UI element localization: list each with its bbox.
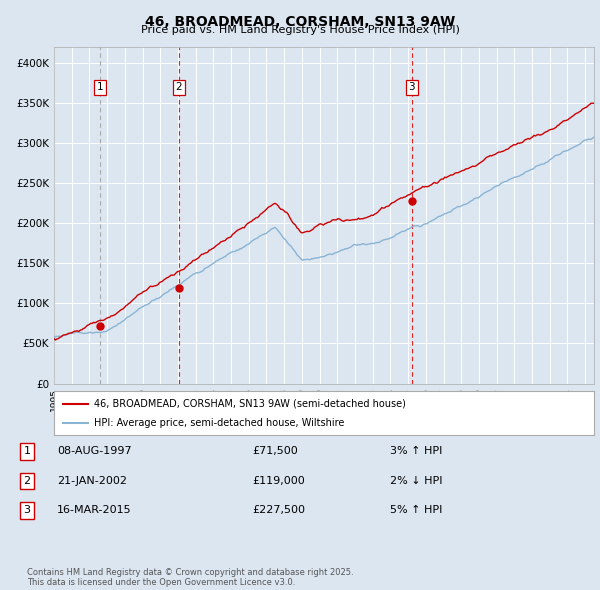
Text: 2: 2 xyxy=(176,82,182,92)
Text: 46, BROADMEAD, CORSHAM, SN13 9AW: 46, BROADMEAD, CORSHAM, SN13 9AW xyxy=(145,15,455,29)
Text: 5% ↑ HPI: 5% ↑ HPI xyxy=(390,506,442,515)
Text: 1: 1 xyxy=(97,82,103,92)
Text: 1: 1 xyxy=(23,447,31,456)
Text: 16-MAR-2015: 16-MAR-2015 xyxy=(57,506,131,515)
Text: Price paid vs. HM Land Registry's House Price Index (HPI): Price paid vs. HM Land Registry's House … xyxy=(140,25,460,35)
Text: 46, BROADMEAD, CORSHAM, SN13 9AW (semi-detached house): 46, BROADMEAD, CORSHAM, SN13 9AW (semi-d… xyxy=(108,399,420,408)
Text: Contains HM Land Registry data © Crown copyright and database right 2025.
This d: Contains HM Land Registry data © Crown c… xyxy=(27,568,353,587)
Text: £71,500: £71,500 xyxy=(252,447,298,456)
Text: 2: 2 xyxy=(23,476,31,486)
Text: HPI: Average price, semi-detached house, Wiltshire: HPI: Average price, semi-detached house,… xyxy=(108,418,358,428)
Text: 46, BROADMEAD, CORSHAM, SN13 9AW (semi-detached house): 46, BROADMEAD, CORSHAM, SN13 9AW (semi-d… xyxy=(95,399,406,408)
Text: HPI: Average price, semi-detached house, Wiltshire: HPI: Average price, semi-detached house,… xyxy=(95,418,345,428)
Text: £119,000: £119,000 xyxy=(252,476,305,486)
Text: 3% ↑ HPI: 3% ↑ HPI xyxy=(390,447,442,456)
Text: £227,500: £227,500 xyxy=(252,506,305,515)
Text: 3: 3 xyxy=(409,82,415,92)
Text: 21-JAN-2002: 21-JAN-2002 xyxy=(57,476,127,486)
Text: 2% ↓ HPI: 2% ↓ HPI xyxy=(390,476,443,486)
Text: 08-AUG-1997: 08-AUG-1997 xyxy=(57,447,131,456)
Text: 3: 3 xyxy=(23,506,31,515)
